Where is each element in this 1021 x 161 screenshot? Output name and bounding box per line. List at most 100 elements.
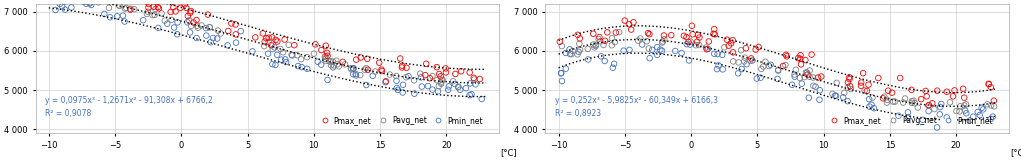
Point — [233, 30, 249, 32]
Point — [706, 33, 722, 35]
Point — [78, 2, 94, 5]
Point — [368, 70, 384, 73]
Point — [663, 34, 679, 37]
Point — [793, 63, 810, 66]
Legend: Pmax_net, Pavg_net, Pmin_net: Pmax_net, Pavg_net, Pmin_net — [313, 113, 486, 128]
Point — [791, 77, 808, 79]
Point — [138, 0, 154, 3]
Point — [607, 31, 624, 34]
Point — [278, 61, 294, 63]
Point — [812, 89, 828, 92]
Point — [374, 68, 390, 71]
Point — [865, 96, 881, 99]
Point — [269, 54, 285, 56]
Point — [441, 85, 457, 88]
Text: y = 0,0975x³ - 1,2671x² - 91,308x + 6766,2: y = 0,0975x³ - 1,2671x² - 91,308x + 6766… — [45, 96, 212, 105]
Point — [707, 28, 723, 30]
Point — [929, 126, 945, 129]
Point — [437, 67, 453, 70]
Point — [799, 73, 816, 76]
Point — [572, 48, 588, 51]
Point — [596, 60, 613, 62]
Point — [268, 64, 284, 66]
Point — [434, 79, 450, 81]
Point — [434, 79, 450, 81]
Point — [691, 44, 708, 46]
Point — [209, 37, 226, 40]
Point — [180, 21, 196, 24]
Point — [371, 61, 387, 64]
Point — [839, 100, 856, 102]
Point — [205, 37, 222, 39]
Point — [592, 40, 609, 43]
Point — [202, 41, 218, 44]
Point — [842, 85, 859, 88]
Point — [800, 96, 817, 99]
Point — [228, 23, 244, 26]
Point — [591, 36, 607, 38]
Point — [753, 68, 770, 70]
Point — [553, 72, 570, 75]
Point — [181, 19, 197, 22]
Point — [88, 0, 104, 1]
Point — [674, 52, 690, 54]
Point — [687, 44, 703, 47]
Point — [166, 26, 183, 29]
Point — [83, 4, 99, 6]
Point — [82, 2, 98, 5]
Point — [284, 54, 300, 57]
X-axis label: [°C]: [°C] — [1010, 148, 1021, 157]
Point — [461, 71, 478, 74]
Point — [156, 19, 173, 22]
Point — [182, 31, 198, 34]
Point — [970, 111, 986, 113]
Point — [603, 37, 620, 39]
Point — [557, 67, 574, 70]
Point — [804, 53, 820, 56]
Point — [457, 87, 474, 89]
Point — [390, 89, 406, 91]
Point — [756, 65, 772, 68]
Point — [681, 59, 697, 62]
Point — [777, 64, 793, 66]
Point — [431, 85, 447, 87]
Point — [984, 115, 1001, 118]
Point — [958, 112, 974, 114]
Point — [710, 53, 726, 55]
Point — [90, 1, 106, 4]
Point — [842, 88, 859, 90]
Point — [348, 58, 364, 61]
Point — [364, 75, 381, 77]
Point — [890, 114, 907, 117]
Point — [264, 48, 281, 51]
Point — [698, 48, 715, 51]
Point — [299, 56, 315, 58]
Point — [317, 55, 333, 58]
Point — [733, 68, 749, 70]
Point — [331, 65, 347, 68]
Point — [938, 116, 955, 119]
Text: R² = 0,8923: R² = 0,8923 — [554, 109, 600, 118]
Point — [747, 48, 764, 51]
Point — [743, 57, 760, 60]
Point — [429, 79, 445, 81]
Point — [552, 72, 569, 74]
Point — [299, 67, 315, 70]
Point — [562, 53, 578, 55]
Point — [813, 75, 829, 78]
Point — [570, 33, 586, 36]
Point — [841, 78, 858, 80]
Point — [929, 89, 945, 92]
Point — [957, 109, 973, 112]
Point — [313, 49, 330, 51]
Point — [983, 104, 1000, 107]
Point — [564, 53, 580, 56]
Point — [118, 7, 135, 9]
Point — [621, 23, 637, 25]
Point — [879, 99, 895, 101]
Point — [571, 43, 587, 45]
Point — [200, 13, 216, 16]
Point — [962, 119, 978, 122]
Point — [691, 36, 708, 39]
Point — [150, 6, 166, 8]
